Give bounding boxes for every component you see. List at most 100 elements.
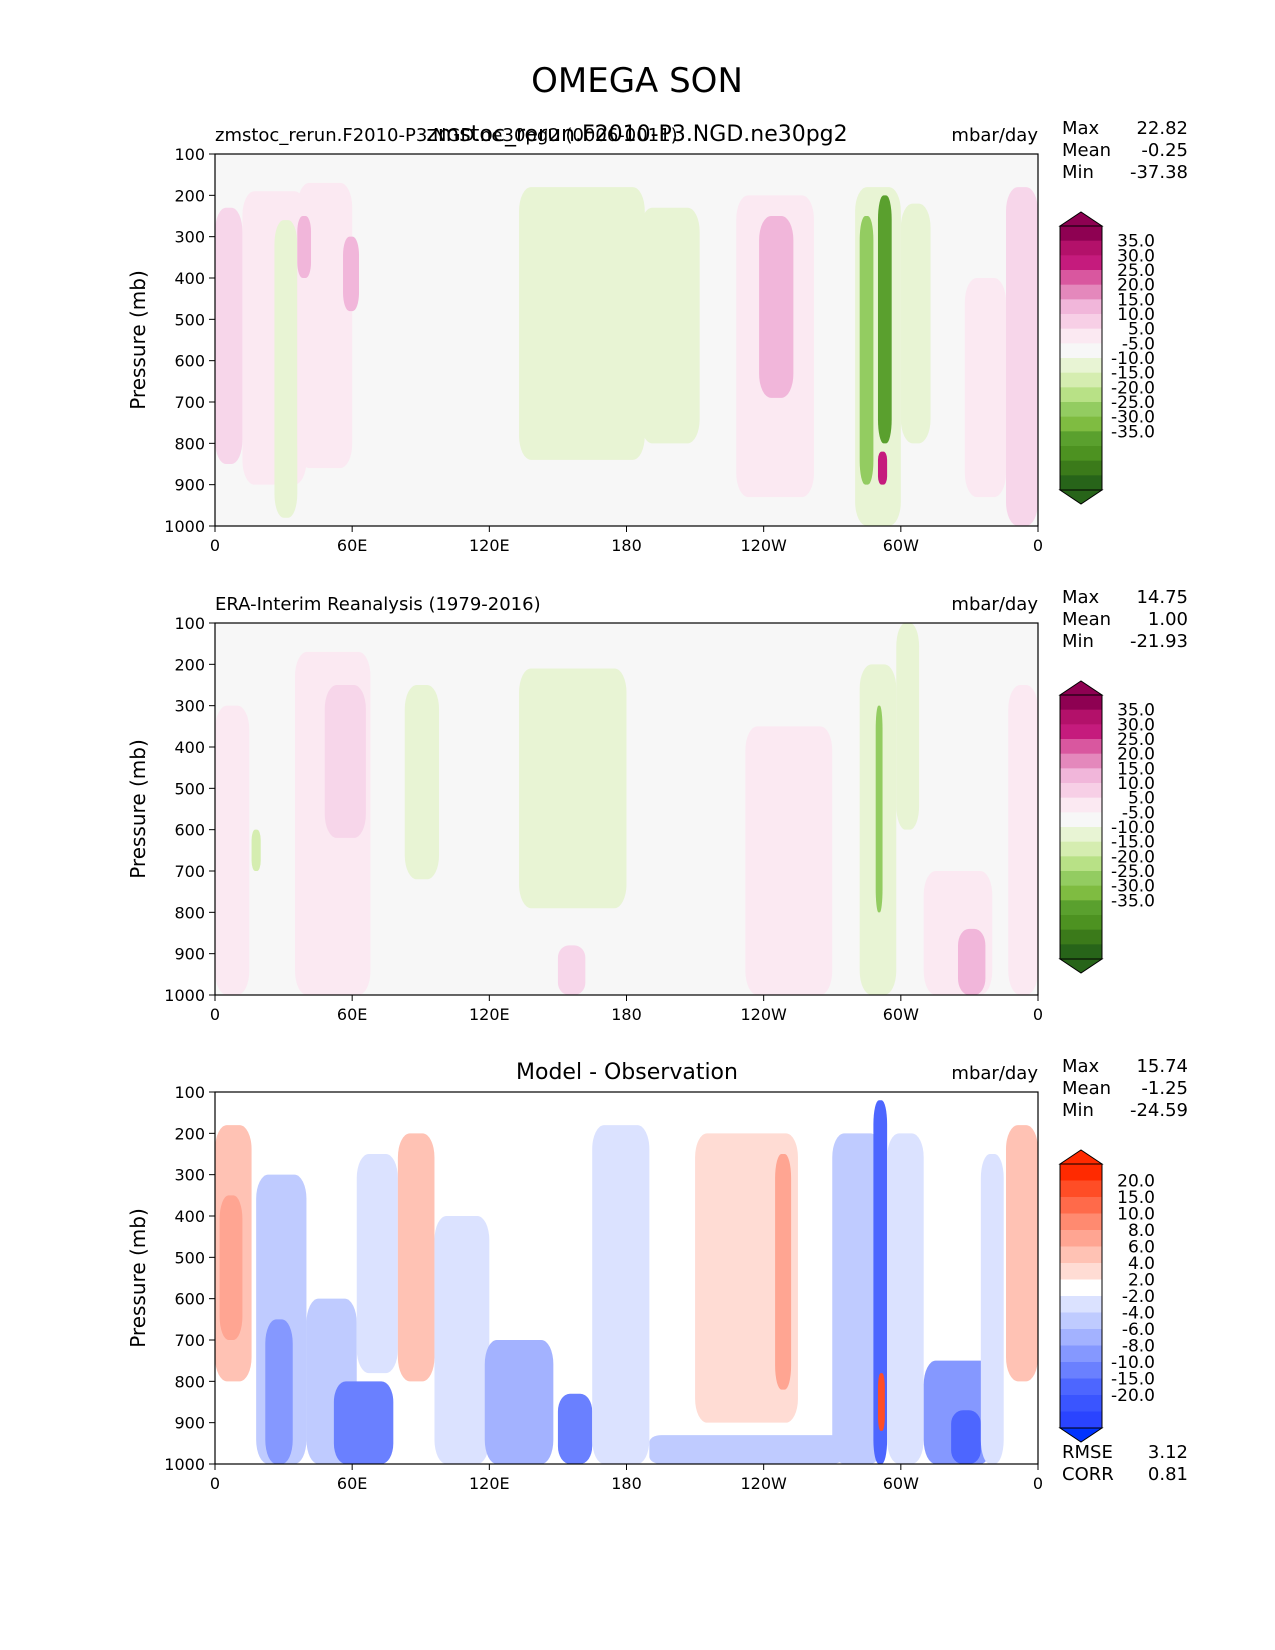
contour-region — [333, 1381, 394, 1464]
contour-region — [759, 216, 794, 398]
colorbar-segment — [1060, 314, 1102, 330]
contour-region — [877, 451, 888, 485]
contour-region — [557, 1393, 593, 1464]
y-tick-label: 900 — [174, 1414, 205, 1433]
colorbar-segment — [1060, 724, 1102, 740]
colorbar-label: 20.0 — [1117, 276, 1155, 296]
colorbar-segment — [1060, 1329, 1102, 1346]
units-label: mbar/day — [951, 125, 1038, 146]
colorbar-segment — [1060, 1395, 1102, 1412]
colorbar-segment — [1060, 1279, 1102, 1297]
stat-label: Mean — [1062, 1078, 1111, 1099]
y-tick-label: 400 — [174, 1207, 205, 1226]
contour-region — [356, 1154, 398, 1374]
y-tick-label: 1000 — [164, 1455, 205, 1474]
colorbar-segment — [1060, 753, 1102, 769]
x-tick-label: 120E — [469, 536, 510, 555]
contour-region — [1005, 1125, 1038, 1382]
contour-region — [434, 1216, 490, 1464]
colorbar-label: 2.0 — [1128, 1271, 1155, 1291]
stat-label: CORR — [1062, 1464, 1114, 1485]
stats-block: Max 14.75 Mean 1.00 Min -21.93 — [1062, 587, 1188, 652]
colorbar-label: 35.0 — [1117, 701, 1155, 721]
colorbar-label: -35.0 — [1111, 422, 1155, 442]
contour-region — [957, 928, 986, 995]
y-tick-label: 200 — [174, 186, 205, 205]
rmse-corr-block: RMSE 3.12 CORR 0.81 — [1062, 1442, 1188, 1485]
y-tick-label: 600 — [174, 821, 205, 840]
colorbar-over-triangle — [1058, 1149, 1104, 1165]
colorbar-label: -35.0 — [1111, 891, 1155, 911]
colorbar-label: 10.0 — [1117, 774, 1155, 794]
colorbar: 35.030.025.020.015.010.05.0-5.0-10.0-15.… — [1058, 680, 1155, 974]
colorbar-segment — [1060, 270, 1102, 286]
y-tick-label: 100 — [174, 614, 205, 633]
contour-region — [964, 278, 1006, 498]
contour-region — [215, 705, 250, 995]
y-tick-label: 900 — [174, 945, 205, 964]
colorbar-label: -30.0 — [1111, 408, 1155, 428]
panel-title: ERA-Interim Reanalysis (1979-2016) — [215, 594, 541, 615]
y-tick-label: 500 — [174, 779, 205, 798]
y-tick-label: 700 — [174, 1331, 205, 1350]
colorbar-segment — [1060, 768, 1102, 784]
x-tick-label: 0 — [210, 1005, 220, 1024]
colorbar-label: -5.0 — [1122, 803, 1155, 823]
stat-label: Max — [1062, 1056, 1100, 1077]
colorbar-segment — [1060, 431, 1102, 447]
colorbar-segment — [1060, 358, 1102, 374]
colorbar-segment — [1060, 1296, 1102, 1313]
y-tick-label: 300 — [174, 697, 205, 716]
colorbar-segment — [1060, 226, 1102, 242]
contour-region — [274, 220, 298, 518]
colorbar-segment — [1060, 900, 1102, 916]
stat-label: Max — [1062, 118, 1100, 139]
y-axis-label: Pressure (mb) — [126, 1208, 150, 1348]
colorbar-segment — [1060, 416, 1102, 432]
figure-title: OMEGA SON — [531, 61, 743, 101]
colorbar-segment — [1060, 475, 1102, 491]
colorbar-segment — [1060, 1345, 1102, 1363]
contour-region — [900, 203, 931, 444]
colorbar-segment — [1060, 695, 1102, 711]
contour-plot: 100 200 300 400 500 600 700 800 900 1000 0 60E 120E 1… — [126, 145, 1043, 555]
stat-label: RMSE — [1062, 1442, 1113, 1463]
contour-plot: 100 200 300 400 500 600 700 800 900 1000 0 60E 120E 1… — [126, 614, 1043, 1024]
x-tick-label: 0 — [210, 1474, 220, 1493]
contour-region — [877, 195, 892, 444]
contour-region — [1005, 187, 1038, 526]
colorbar-label: 30.0 — [1117, 715, 1155, 735]
x-tick-label: 0 — [1033, 1474, 1043, 1493]
stats-block: Max 15.74 Mean -1.25 Min -24.59 — [1062, 1056, 1188, 1121]
colorbar-label: -10.0 — [1111, 1353, 1155, 1373]
colorbar-label: 20.0 — [1117, 1172, 1155, 1192]
y-tick-label: 500 — [174, 310, 205, 329]
contour-region — [640, 207, 700, 444]
colorbar-segment — [1060, 1197, 1102, 1214]
colorbar-label: -20.0 — [1111, 1386, 1155, 1406]
x-tick-label: 0 — [1033, 1005, 1043, 1024]
units-label: mbar/day — [951, 594, 1038, 615]
colorbar-over-triangle — [1058, 211, 1104, 227]
contour-region — [887, 1133, 924, 1464]
stat-value: -0.25 — [1141, 140, 1188, 161]
colorbar-label: -30.0 — [1111, 877, 1155, 897]
colorbar-label: 15.0 — [1117, 290, 1155, 310]
x-tick-label: 60W — [883, 1474, 919, 1493]
y-tick-label: 300 — [174, 1166, 205, 1185]
colorbar-segment — [1060, 915, 1102, 931]
panel-title: Model - Observation — [516, 1060, 738, 1085]
panel-title: zmstoc_rerun.F2010-P3.NGD.ne30pg2 — [426, 122, 847, 147]
colorbar-label: 25.0 — [1117, 261, 1155, 281]
stat-value: -37.38 — [1130, 162, 1188, 183]
colorbar-over-triangle — [1058, 680, 1104, 696]
stat-label: Mean — [1062, 140, 1111, 161]
colorbar-segment — [1060, 240, 1102, 256]
x-tick-label: 60E — [337, 536, 367, 555]
colorbar-segment — [1060, 446, 1102, 462]
stat-label: Min — [1062, 1100, 1094, 1121]
colorbar-label: 6.0 — [1128, 1238, 1155, 1258]
colorbar-segment — [1060, 402, 1102, 418]
stat-value: 14.75 — [1136, 587, 1188, 608]
colorbar-label: 15.0 — [1117, 759, 1155, 779]
